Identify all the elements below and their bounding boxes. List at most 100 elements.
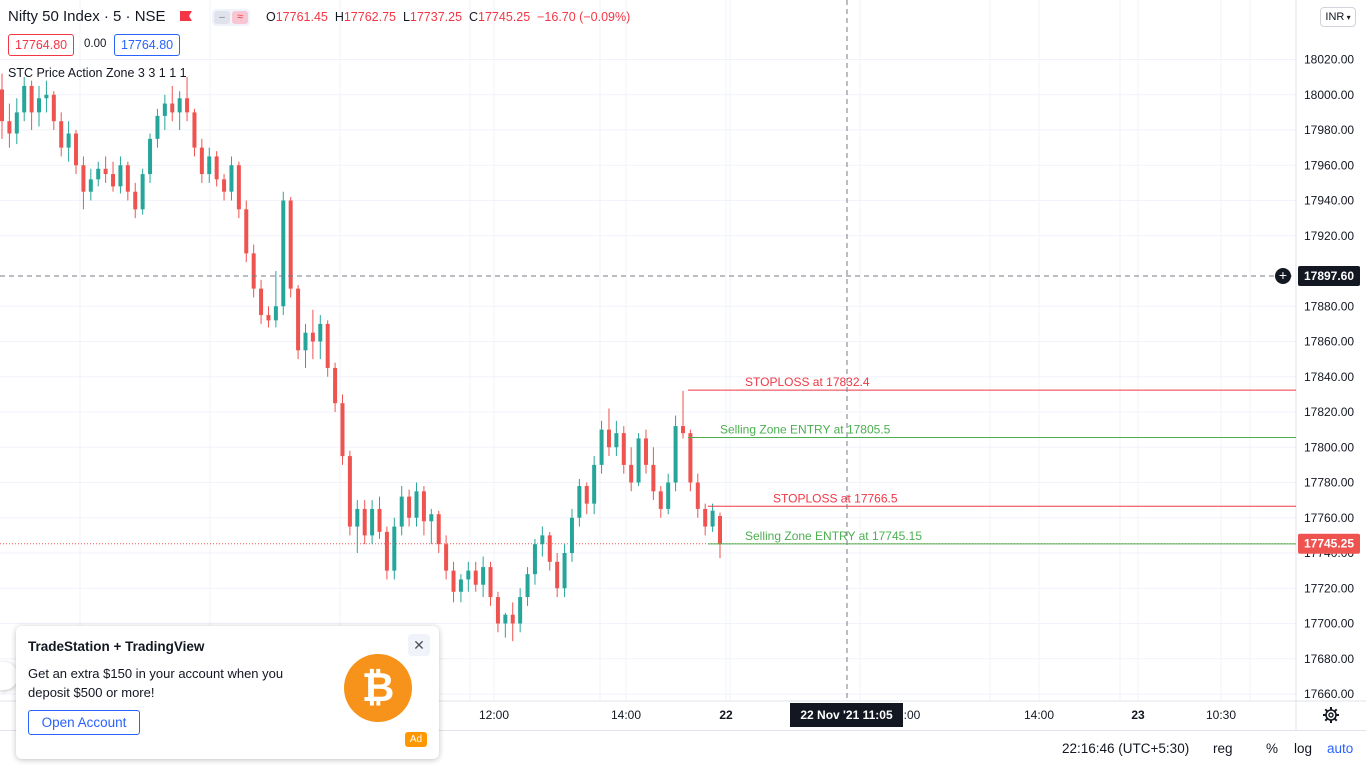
candle-body — [399, 496, 404, 527]
price-tick-label: 17800.00 — [1304, 440, 1354, 454]
session-toggle[interactable]: reg — [1213, 741, 1233, 756]
stoploss-label: STOPLOSS at 17766.5 — [773, 491, 898, 505]
candle-body — [22, 85, 27, 113]
chart-legend: Nifty 50 Index · 5 · NSE – ≈ O17761.45 H… — [0, 0, 1290, 80]
candle-body — [540, 535, 545, 545]
price-chart[interactable]: 17660.0017680.0017700.0017720.0017740.00… — [0, 0, 1366, 730]
time-tick-label: 23 — [1131, 708, 1145, 722]
candle-body — [133, 191, 138, 210]
stoploss-label: STOPLOSS at 17832.4 — [745, 375, 870, 389]
open-value: 17761.45 — [275, 10, 328, 24]
price-tick-label: 17960.00 — [1304, 158, 1354, 172]
candle-body — [532, 544, 537, 575]
candle-body — [421, 491, 426, 522]
candle-body — [118, 165, 123, 187]
candle-body — [488, 567, 493, 598]
candle-body — [392, 526, 397, 571]
entry-label: Selling Zone ENTRY at 17805.5 — [720, 423, 891, 437]
crosshair-price-box — [1298, 266, 1360, 286]
candle-body — [81, 165, 86, 192]
candle-body — [29, 85, 34, 113]
percent-toggle[interactable]: % — [1266, 741, 1279, 756]
sell-button[interactable]: 17764.80 — [8, 34, 75, 56]
change-value: −16.70 (−0.09%) — [537, 10, 631, 24]
candle-body — [458, 579, 463, 592]
candle-body — [636, 438, 641, 483]
candle-body — [718, 515, 722, 545]
candle-body — [614, 433, 619, 448]
crosshair-time-label: 22 Nov '21 11:05 — [790, 703, 903, 727]
candle-body — [451, 570, 456, 592]
wave-icon[interactable]: ≈ — [232, 11, 248, 24]
candle-body — [347, 456, 352, 527]
open-account-button[interactable]: Open Account — [28, 710, 140, 735]
candle-body — [273, 306, 278, 321]
flag-icon[interactable] — [180, 11, 192, 21]
indicator-legend[interactable]: STC Price Action Zone 3 3 1 1 1 — [8, 66, 187, 80]
candle-body — [436, 514, 441, 545]
candle-body — [495, 597, 500, 624]
candle-body — [236, 165, 241, 210]
candle-body — [518, 597, 523, 624]
candle-body — [125, 165, 130, 192]
auto-toggle[interactable]: auto — [1327, 741, 1354, 756]
candle-body — [599, 429, 604, 465]
add-plus-icon[interactable]: + — [1275, 268, 1291, 284]
candle-body — [7, 121, 12, 134]
series-toggle[interactable]: – ≈ — [212, 9, 250, 26]
minus-icon[interactable]: – — [214, 11, 230, 24]
candle-body — [170, 103, 175, 113]
candle-body — [688, 433, 693, 483]
candle-body — [281, 200, 286, 307]
symbol-title[interactable]: Nifty 50 Index · 5 · NSE — [8, 8, 166, 25]
time-tick-label: 22 — [719, 708, 733, 722]
candle-body — [192, 112, 197, 148]
gear-icon[interactable] — [1322, 706, 1340, 724]
candle-body — [88, 179, 93, 192]
candle-body — [51, 94, 56, 122]
candle-body — [266, 315, 271, 321]
currency-selector[interactable]: INR ▾ — [1320, 7, 1356, 27]
candle-body — [569, 517, 574, 553]
log-toggle[interactable]: log — [1294, 741, 1313, 756]
candle-body — [429, 514, 434, 522]
price-tick-label: 17880.00 — [1304, 299, 1354, 313]
candle-body — [407, 496, 412, 518]
candle-body — [177, 98, 182, 113]
clock[interactable]: 22:16:46 (UTC+5:30) — [1062, 741, 1190, 756]
candle-body — [481, 567, 486, 585]
candle-body — [185, 98, 190, 113]
candle-body — [140, 174, 145, 210]
candle-body — [229, 165, 234, 192]
price-tick-label: 18020.00 — [1304, 53, 1354, 67]
candle-body — [37, 98, 42, 113]
candle-body — [473, 570, 478, 585]
scroll-nub[interactable] — [0, 662, 18, 690]
candle-body — [370, 508, 375, 536]
candle-body — [244, 209, 249, 254]
price-tick-label: 17840.00 — [1304, 370, 1354, 384]
candle-body — [503, 614, 508, 624]
price-tick-label: 17660.00 — [1304, 687, 1354, 701]
candle-body — [621, 433, 626, 465]
buy-button[interactable]: 17764.80 — [114, 34, 181, 56]
price-tick-label: 18000.00 — [1304, 88, 1354, 102]
candle-body — [651, 464, 656, 492]
ad-badge: Ad — [405, 732, 427, 747]
bitcoin-icon: ₿ — [344, 654, 412, 722]
candle-body — [0, 89, 4, 122]
candle-body — [710, 510, 715, 527]
close-icon[interactable]: ✕ — [408, 634, 430, 656]
candle-body — [606, 429, 611, 448]
candle-body — [325, 323, 330, 368]
crosshair-price-label: 17897.60 — [1304, 269, 1354, 283]
ad-title: TradeStation + TradingView — [28, 639, 205, 654]
ad-text: Get an extra $150 in your account when y… — [28, 666, 284, 700]
candle-body — [510, 614, 515, 624]
price-tick-label: 17980.00 — [1304, 123, 1354, 137]
candle-body — [251, 253, 256, 289]
candle-body — [44, 94, 49, 99]
candle-body — [695, 482, 700, 509]
candle-body — [162, 103, 167, 116]
chevron-down-icon: ▾ — [1344, 13, 1351, 22]
